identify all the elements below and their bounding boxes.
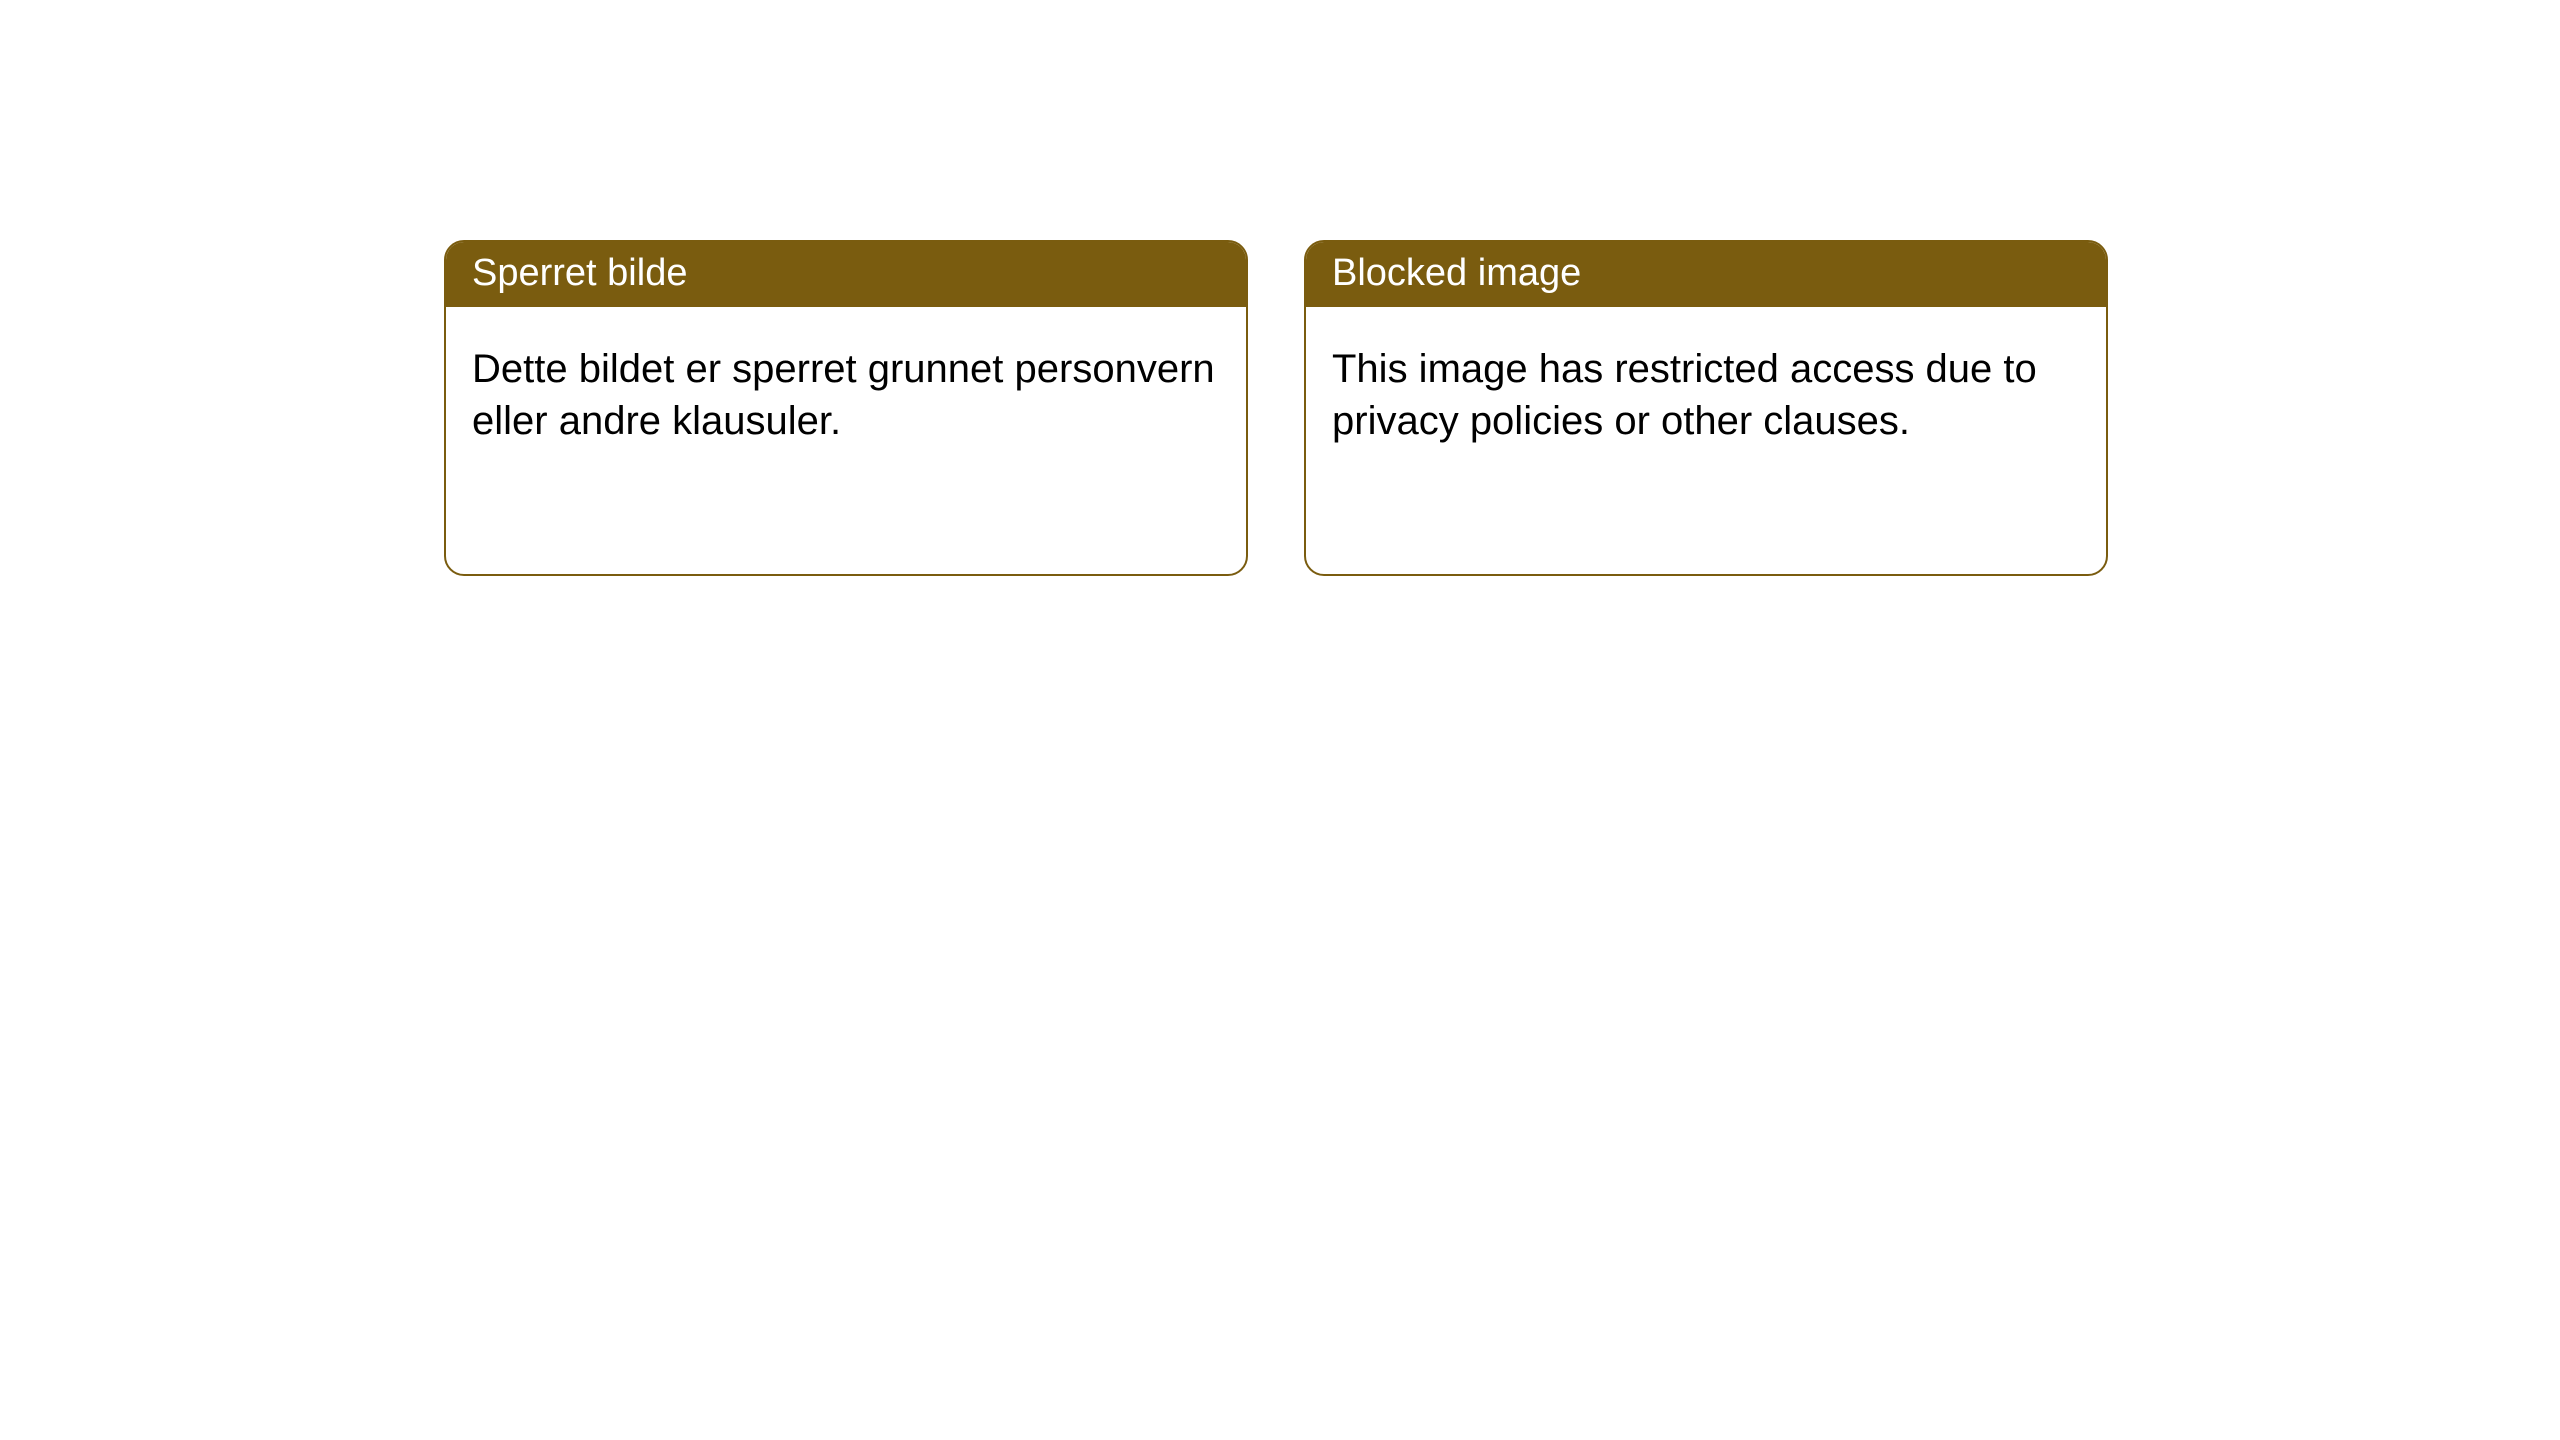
card-body-text: This image has restricted access due to … [1332, 347, 2037, 443]
card-body: Dette bildet er sperret grunnet personve… [446, 307, 1246, 473]
card-header: Sperret bilde [446, 242, 1246, 307]
notice-container: Sperret bilde Dette bildet er sperret gr… [0, 0, 2560, 576]
blocked-notice-card-en: Blocked image This image has restricted … [1304, 240, 2108, 576]
blocked-notice-card-no: Sperret bilde Dette bildet er sperret gr… [444, 240, 1248, 576]
card-body-text: Dette bildet er sperret grunnet personve… [472, 347, 1215, 443]
card-body: This image has restricted access due to … [1306, 307, 2106, 473]
card-header: Blocked image [1306, 242, 2106, 307]
card-title: Sperret bilde [472, 252, 687, 294]
card-title: Blocked image [1332, 252, 1581, 294]
